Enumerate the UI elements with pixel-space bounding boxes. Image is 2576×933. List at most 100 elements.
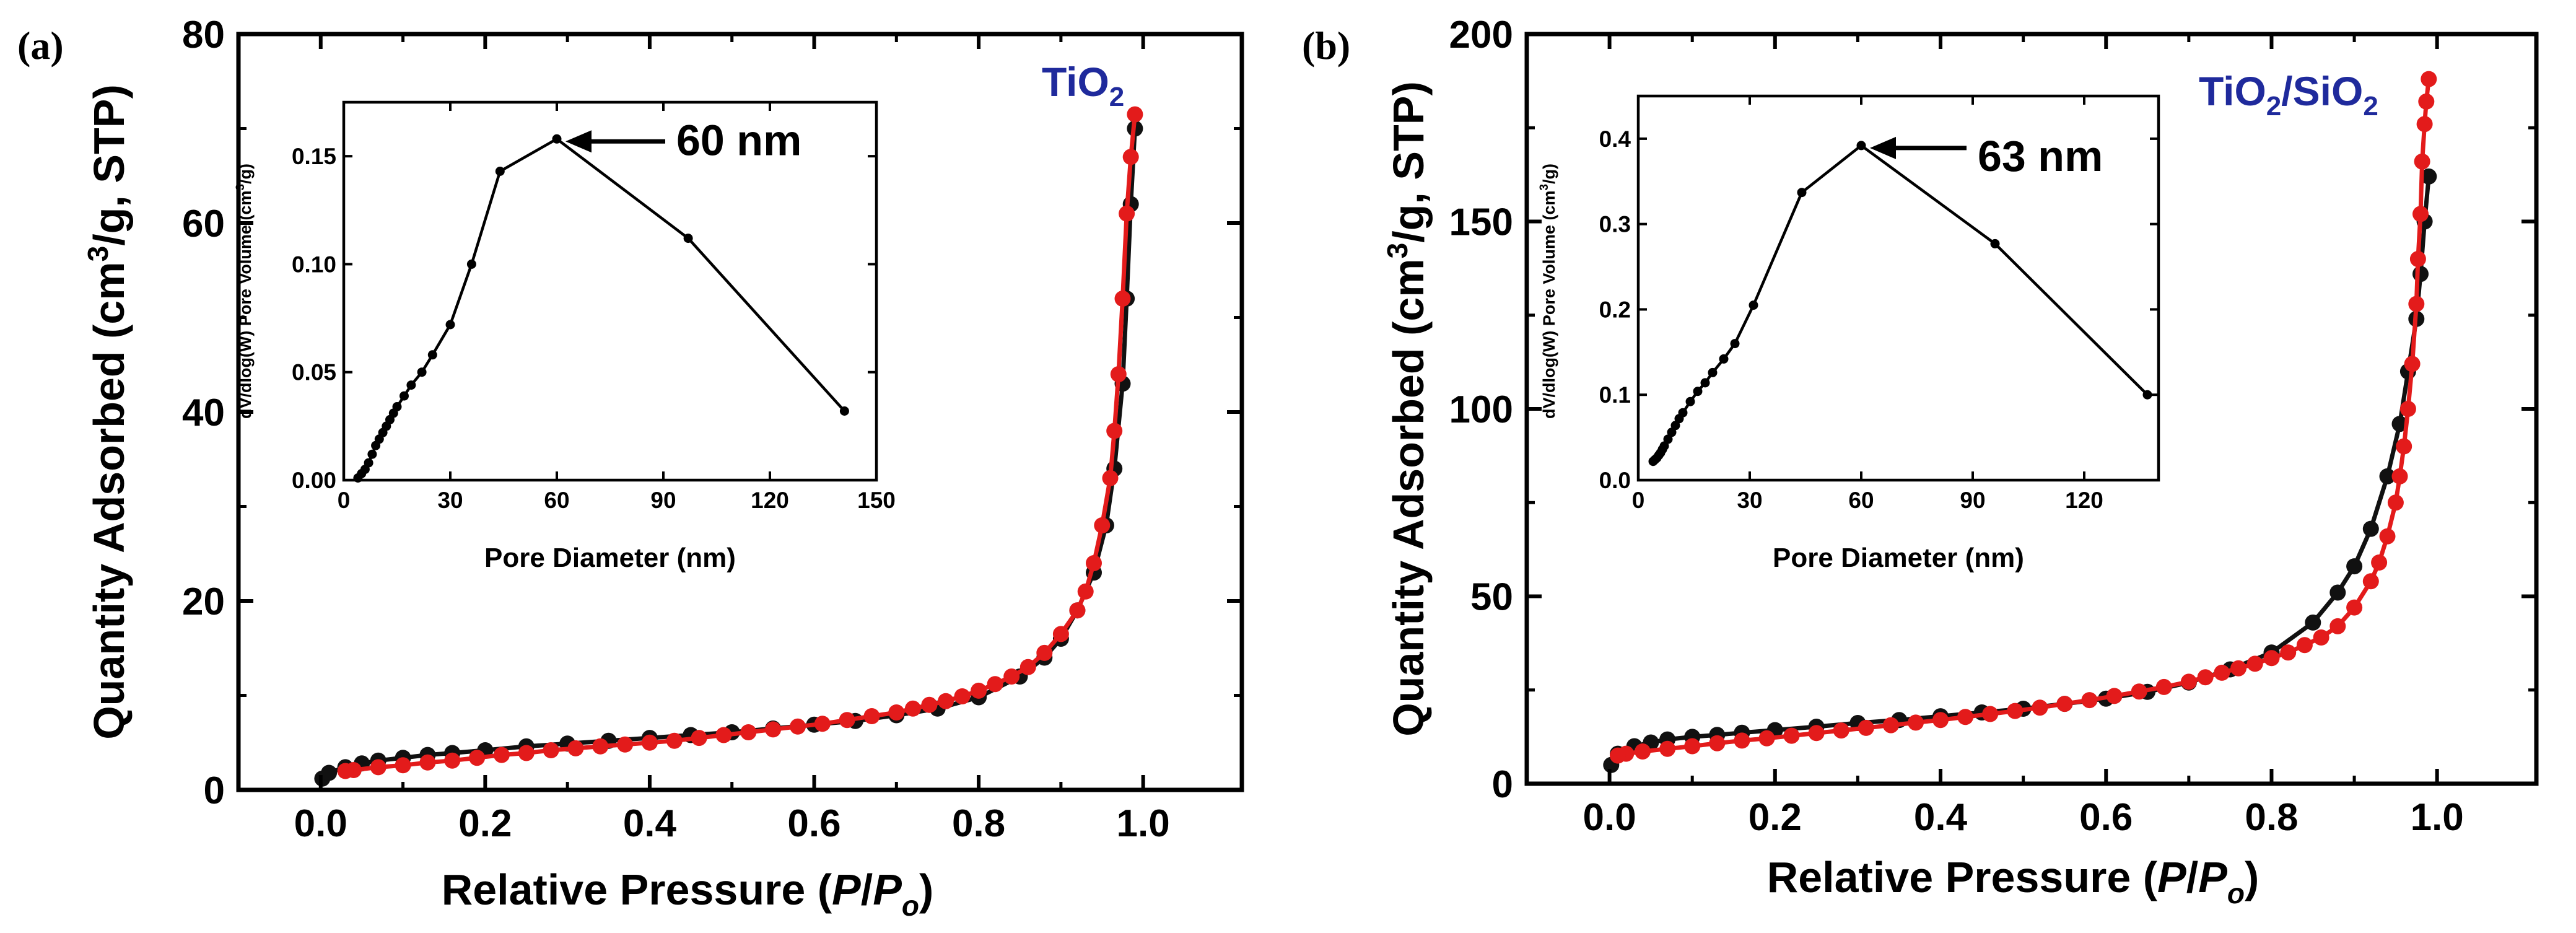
desorption-point [1734, 732, 1750, 749]
pore-distribution-point [1719, 354, 1729, 364]
y-tick-label: 20 [182, 580, 225, 623]
pore-distribution-line [357, 137, 846, 479]
material-label-a: TiO2 [1042, 59, 1124, 112]
desorption-point [1069, 602, 1086, 619]
desorption-point [2391, 468, 2408, 484]
y-tick-label: 0 [1492, 763, 1513, 806]
x-axis-label-a: Relative Pressure (P/Po) [442, 865, 934, 922]
desorption-point [1003, 668, 1020, 685]
desorption-point [921, 696, 938, 713]
desorption-point [1758, 730, 1775, 747]
desorption-point [987, 676, 1003, 693]
desorption-point [2412, 206, 2429, 222]
pore-distribution-point [1797, 188, 1807, 198]
inset-frame-b [1636, 94, 2160, 482]
desorption-point [863, 708, 880, 724]
y-tick-label: 60 [182, 203, 225, 245]
desorption-point [2404, 356, 2421, 372]
inset-y-tick-label: 0.1 [1599, 382, 1631, 408]
arrow-head [1870, 136, 1896, 159]
inset-x-tick-label: 60 [544, 488, 569, 513]
desorption-point [2362, 573, 2379, 590]
pore-distribution-point [1678, 408, 1688, 418]
inset-axis-ticks-b: 0 30 60 90 120 0.0 0.1 0.2 0.3 0.4 [1599, 96, 2159, 513]
desorption-point [617, 736, 634, 753]
inset-y-tick-label: 0.15 [292, 144, 336, 169]
adsorption-point [2305, 614, 2321, 631]
desorption-point [691, 730, 707, 747]
pore-distribution-point [1990, 239, 2000, 248]
inset-x-tick-label: 150 [857, 488, 896, 513]
desorption-point [2032, 699, 2048, 716]
pore-distribution-point [417, 367, 427, 377]
inset-y-tick-label: 0.2 [1599, 297, 1631, 322]
desorption-point [954, 688, 971, 704]
inset-x-label-a: Pore Diameter (nm) [484, 543, 736, 573]
desorption-point [1982, 706, 1999, 722]
desorption-point [641, 734, 658, 751]
inset-y-tick-label: 0.3 [1599, 212, 1631, 237]
inset-y-tick-label: 0.00 [292, 468, 336, 493]
desorption-point [2313, 629, 2329, 646]
desorption-point [2056, 696, 2073, 712]
pore-distribution-point [839, 406, 849, 416]
y-tick-label: 100 [1449, 388, 1513, 431]
adsorption-point [2412, 266, 2429, 283]
x-tick-label: 0.4 [623, 802, 677, 845]
desorption-point [1122, 149, 1139, 165]
y-tick-label: 150 [1449, 201, 1513, 244]
desorption-point [904, 700, 921, 717]
desorption-point [1077, 583, 1094, 600]
x-axis-label-b: Relative Pressure (P/Po) [1767, 853, 2259, 909]
desorption-point [2081, 692, 2098, 709]
desorption-point [2155, 678, 2172, 695]
panel-label-b: (b) [1302, 24, 1350, 68]
x-tick-label: 1.0 [1117, 802, 1170, 845]
desorption-point [2296, 637, 2313, 654]
desorption-point [1019, 659, 1036, 675]
pore-distribution-point [1856, 141, 1866, 151]
y-axis-label-a: Quantity Adsorbed (cm3/g, STP) [82, 84, 133, 740]
y-axis-label-b: Quantity Adsorbed (cm3/g, STP) [1381, 81, 1433, 737]
desorption-point [1114, 291, 1131, 307]
inset-x-tick-label: 0 [1632, 488, 1645, 513]
inset-axis-ticks-a: 0 30 60 90 120 150 0.00 0.05 0.10 0.15 [292, 102, 896, 513]
x-tick-label: 0.8 [2245, 796, 2298, 839]
peak-arrow-a [565, 130, 665, 153]
y-tick-label: 40 [182, 392, 225, 434]
desorption-point [715, 727, 732, 743]
inset-x-tick-label: 120 [2065, 488, 2103, 513]
x-tick-label: 0.2 [1749, 796, 1802, 839]
desorption-point [370, 759, 386, 776]
desorption-point [469, 750, 486, 766]
inset-y-tick-label: 0.10 [292, 252, 336, 277]
pore-distribution-point [427, 350, 437, 360]
panel-a: (a) 0.0 0.2 0.4 0.6 0.8 1.0 0 20 40 60 80 Relative… [17, 14, 1244, 922]
pore-distribution-point [2142, 390, 2152, 400]
inset-marks-b [1648, 141, 2152, 466]
desorption-point [444, 752, 461, 769]
desorption-point [1659, 740, 1676, 757]
adsorption-point [2329, 584, 2346, 601]
adsorption-line [1609, 176, 2431, 766]
inset-y-tick-label: 0.4 [1599, 126, 1631, 152]
desorption-point [395, 757, 411, 774]
desorption-point [1932, 712, 1949, 729]
inset-marks-a [353, 134, 849, 483]
desorption-point [337, 763, 354, 779]
desorption-point [592, 738, 609, 755]
desorption-point [2280, 644, 2297, 661]
pore-distribution-line [1652, 144, 2149, 463]
inset-y-label-a: dV/dlog(W) Pore Volume (cm3/g) [234, 164, 255, 419]
pore-distribution-point [1708, 367, 1718, 377]
x-tick-label: 0.6 [787, 802, 840, 845]
desorption-point [1110, 366, 1127, 382]
x-tick-label: 0.6 [2079, 796, 2133, 839]
desorption-point [1052, 626, 1069, 642]
desorption-point [938, 693, 954, 709]
inset-x-tick-label: 30 [437, 488, 463, 513]
y-tick-label: 200 [1449, 14, 1513, 56]
pore-distribution-point [1749, 300, 1758, 310]
inset-a: 0 30 60 90 120 150 0.00 0.05 0.10 0.15 Pore Diame… [234, 100, 896, 573]
